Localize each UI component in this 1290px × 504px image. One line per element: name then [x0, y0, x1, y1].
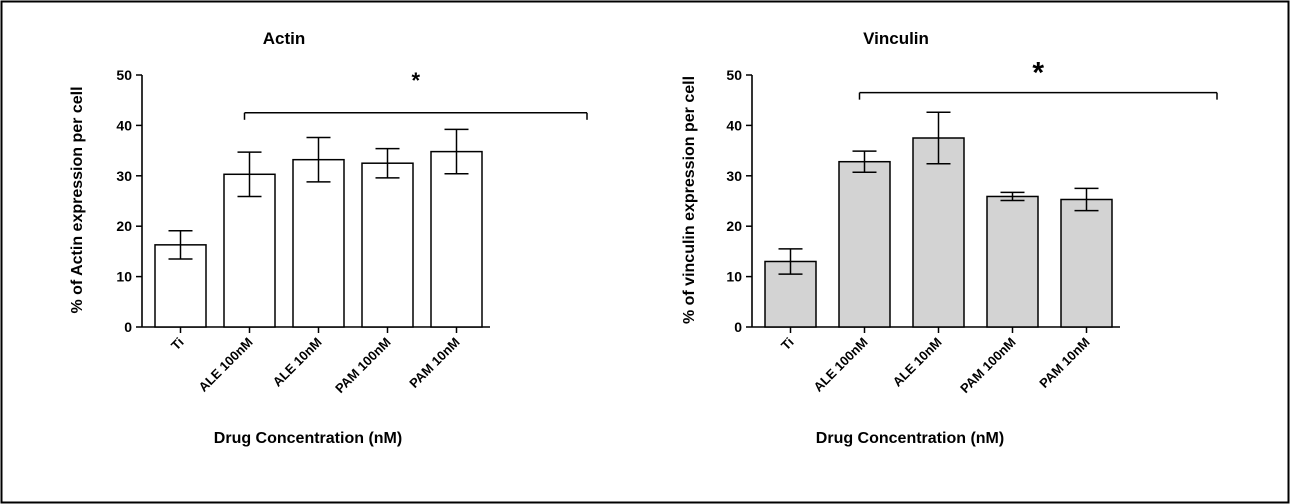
vinculin-bar [838, 160, 891, 328]
vinculin-y-tick-label: 20 [726, 218, 742, 234]
actin-y-axis-label: % of Actin expression per cell [69, 86, 86, 313]
vinculin-panel: Vinculin % of vinculin expression per ce… [681, 29, 1218, 447]
actin-category-label: PAM 100nM [332, 335, 394, 397]
actin-y-tick-label: 40 [116, 117, 132, 133]
actin-y-tick-label: 10 [116, 269, 132, 285]
vinculin-plot-area: 0 10 20 30 40 50 Ti ALE 100nM ALE 10nM PAM 100nM P… [726, 57, 1218, 397]
actin-y-tick-label: 30 [116, 168, 132, 184]
actin-bar [292, 158, 345, 328]
vinculin-bar [764, 260, 817, 328]
actin-bar [361, 162, 414, 328]
actin-category-label: ALE 10nM [270, 335, 325, 390]
actin-category-label: Ti [168, 335, 187, 354]
actin-panel: Actin % of Actin expression per cell Dru… [69, 29, 588, 447]
vinculin-category-label: ALE 100nM [810, 335, 870, 395]
vinculin-bar [986, 195, 1039, 328]
vinculin-x-axis-label: Drug Concentration (nM) [816, 430, 1004, 447]
vinculin-y-axis-label: % of vinculin expression per cell [681, 76, 698, 324]
actin-x-axis-label: Drug Concentration (nM) [214, 430, 402, 447]
vinculin-y-tick-label: 0 [734, 319, 742, 335]
actin-y-tick-label: 50 [116, 67, 132, 83]
vinculin-category-label: Ti [778, 335, 797, 354]
actin-significance-star: * [411, 68, 420, 93]
vinculin-y-tick-label: 40 [726, 117, 742, 133]
actin-plot-area: 0 10 20 30 40 50 Ti ALE 100nM ALE 10nM PAM 100nM P… [116, 67, 588, 397]
actin-chart-title: Actin [263, 29, 306, 48]
vinculin-y-tick-label: 10 [726, 269, 742, 285]
vinculin-category-label: ALE 10nM [890, 335, 945, 390]
vinculin-category-label: PAM 10nM [1036, 335, 1092, 391]
actin-y-tick-label: 0 [124, 319, 132, 335]
vinculin-chart-title: Vinculin [863, 29, 929, 48]
actin-category-label: PAM 10nM [406, 335, 462, 391]
vinculin-y-tick-label: 30 [726, 168, 742, 184]
actin-category-label: ALE 100nM [195, 335, 255, 395]
vinculin-bar [912, 137, 965, 328]
actin-bar [430, 150, 483, 328]
vinculin-bar [1060, 198, 1113, 328]
vinculin-category-label: PAM 100nM [957, 335, 1019, 397]
vinculin-y-tick-label: 50 [726, 67, 742, 83]
actin-y-tick-label: 20 [116, 218, 132, 234]
vinculin-significance-star: * [1032, 57, 1044, 90]
